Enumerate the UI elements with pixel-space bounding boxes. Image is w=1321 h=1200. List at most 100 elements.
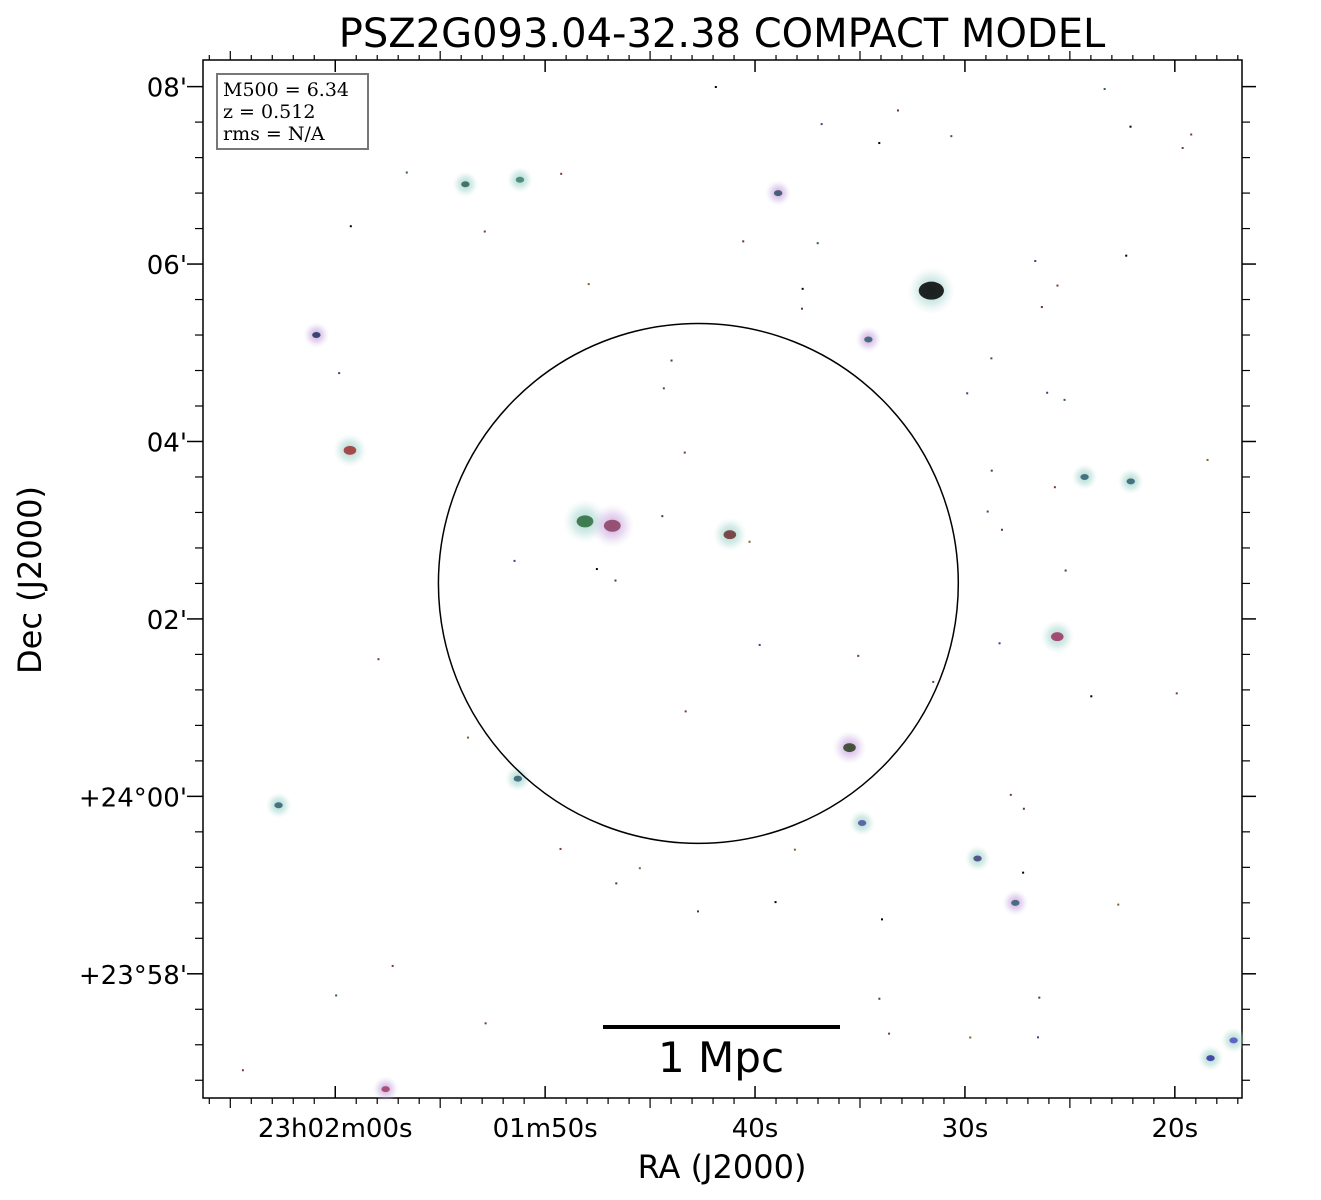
speck (335, 994, 338, 997)
speck (878, 997, 881, 1000)
noise-specks (241, 86, 1209, 1072)
source-core (1206, 1055, 1215, 1062)
speck (405, 171, 408, 174)
speck (932, 680, 935, 683)
speck (1053, 486, 1056, 489)
source-19 (372, 1076, 399, 1103)
speck (559, 847, 562, 850)
source-core (461, 181, 470, 188)
source-5 (1040, 619, 1075, 654)
source-core (1080, 473, 1089, 480)
source-1 (590, 503, 635, 548)
r500-aperture-circle (437, 322, 960, 845)
speck (878, 142, 881, 145)
speck (1022, 871, 1025, 874)
source-4 (832, 730, 867, 765)
speck (986, 510, 989, 513)
source-12 (964, 845, 991, 872)
speck (614, 579, 617, 582)
source-7 (303, 322, 330, 349)
speck (1181, 147, 1184, 150)
speck (816, 242, 819, 245)
speck (595, 568, 598, 571)
scale-bar-label: 1 Mpc (658, 1033, 784, 1082)
source-core (343, 445, 357, 455)
speck (1000, 528, 1003, 531)
speck (587, 283, 590, 286)
x-axis: 23h02m00s 01m50s 40s 30s 20s (208, 51, 1239, 1144)
speck (1034, 260, 1037, 263)
source-core (843, 743, 856, 753)
speck (950, 135, 953, 138)
info-rms: rms = N/A (223, 123, 325, 145)
source-3 (907, 266, 956, 315)
sources-layer (265, 166, 1247, 1103)
source-core (1229, 1037, 1238, 1044)
source-18 (504, 765, 531, 792)
source-20 (1197, 1045, 1224, 1072)
source-8 (506, 166, 533, 193)
speck (966, 392, 969, 395)
speck (1022, 807, 1025, 810)
speck (661, 515, 664, 518)
speck (800, 307, 803, 310)
speck (1040, 306, 1043, 309)
source-core (864, 336, 873, 343)
source-core (576, 515, 594, 528)
speck (998, 642, 1001, 645)
source-core (312, 332, 321, 339)
speck (638, 867, 641, 870)
speck (1117, 903, 1120, 906)
y-tick-label: 06' (147, 251, 187, 281)
speck (513, 559, 516, 562)
speck (391, 964, 394, 967)
speck (1206, 458, 1209, 461)
source-core (1011, 899, 1020, 906)
info-redshift: z = 0.512 (223, 101, 315, 123)
speck (801, 287, 804, 290)
info-box: M500 = 6.34 z = 0.512 rms = N/A (216, 73, 369, 150)
source-core (381, 1086, 390, 1093)
speck (1125, 254, 1128, 257)
y-tick-label: +23°58' (79, 961, 187, 991)
info-m500: M500 = 6.34 (223, 79, 349, 101)
speck (1103, 88, 1106, 91)
x-tick-label: 40s (732, 1114, 779, 1144)
source-11 (849, 809, 876, 836)
source-core (515, 176, 525, 183)
speck (748, 540, 751, 543)
chart-title: PSZ2G093.04-32.38 COMPACT MODEL (339, 11, 1106, 57)
source-10 (765, 180, 792, 207)
speck (483, 230, 486, 233)
source-21 (1220, 1027, 1247, 1054)
source-17 (265, 792, 292, 819)
speck (1175, 692, 1178, 695)
source-6 (332, 433, 367, 468)
x-tick-label: 01m50s (493, 1114, 598, 1144)
source-2 (712, 517, 747, 552)
speck (990, 357, 993, 360)
source-16 (855, 326, 882, 353)
speck (615, 882, 618, 885)
speck (241, 1069, 244, 1072)
x-tick-label: 30s (942, 1114, 989, 1144)
speck (888, 1032, 891, 1035)
speck (758, 643, 761, 646)
speck (670, 359, 673, 362)
speck (466, 736, 469, 739)
source-core (513, 775, 523, 782)
plot-frame (202, 59, 1243, 1099)
y-tick-label: 04' (147, 428, 187, 458)
speck (742, 240, 745, 243)
y-tick-label: 08' (147, 74, 187, 104)
speck (560, 172, 563, 175)
source-core (918, 281, 944, 300)
speck (774, 901, 777, 904)
speck (857, 654, 860, 657)
y-axis-label: Dec (J2000) (11, 486, 49, 674)
speck (1063, 398, 1066, 401)
source-core (773, 190, 783, 197)
speck (1038, 996, 1041, 999)
y-tick-label: 02' (147, 606, 187, 636)
